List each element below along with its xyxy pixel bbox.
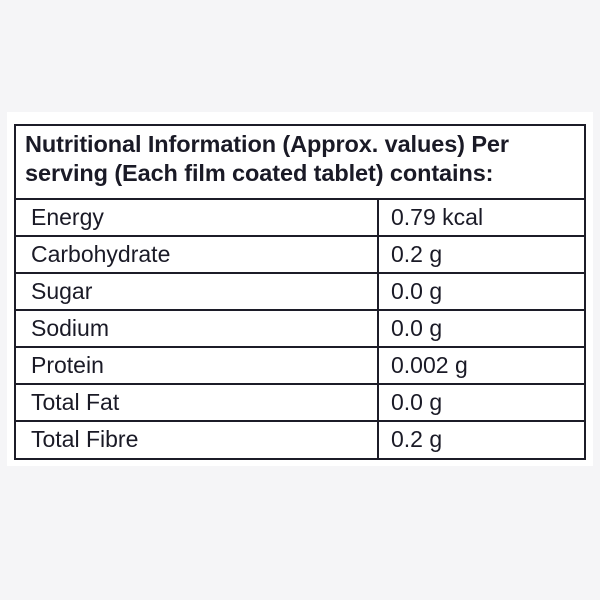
nutrient-row-total-fibre: Total Fibre 0.2 g	[16, 422, 584, 458]
nutrient-row-total-fat: Total Fat 0.0 g	[16, 385, 584, 422]
nutrient-value: 0.0 g	[391, 278, 443, 304]
nutrient-name: Carbohydrate	[16, 237, 379, 272]
nutrient-row-sugar: Sugar 0.0 g	[16, 274, 584, 311]
nutrient-row-sodium: Sodium 0.0 g	[16, 311, 584, 348]
nutrient-value: 0.002 g	[391, 352, 468, 378]
nutrient-name: Total Fat	[16, 385, 379, 420]
nutrient-value: 0.0 g	[391, 315, 443, 341]
nutrient-value: 0.2 g	[391, 426, 443, 452]
nutrient-row-energy: Energy 0.79 kcal	[16, 200, 584, 237]
nutrient-name: Energy	[16, 200, 379, 235]
nutrient-value: 0.2 g	[391, 241, 443, 267]
nutrient-name: Sodium	[16, 311, 379, 346]
table-heading-line-2: serving (Each film coated tablet) contai…	[25, 160, 494, 186]
nutrient-row-carbohydrate: Carbohydrate 0.2 g	[16, 237, 584, 274]
table-heading-line-1: Nutritional Information (Approx. values)…	[25, 131, 509, 157]
nutrient-value: 0.79 kcal	[391, 204, 484, 230]
nutrient-name: Sugar	[16, 274, 379, 309]
table-heading: Nutritional Information (Approx. values)…	[16, 126, 584, 200]
nutrient-row-protein: Protein 0.002 g	[16, 348, 584, 385]
nutrition-table: Nutritional Information (Approx. values)…	[14, 124, 586, 460]
nutrient-name: Total Fibre	[16, 422, 379, 458]
nutrient-value: 0.0 g	[391, 389, 443, 415]
nutrient-name: Protein	[16, 348, 379, 383]
